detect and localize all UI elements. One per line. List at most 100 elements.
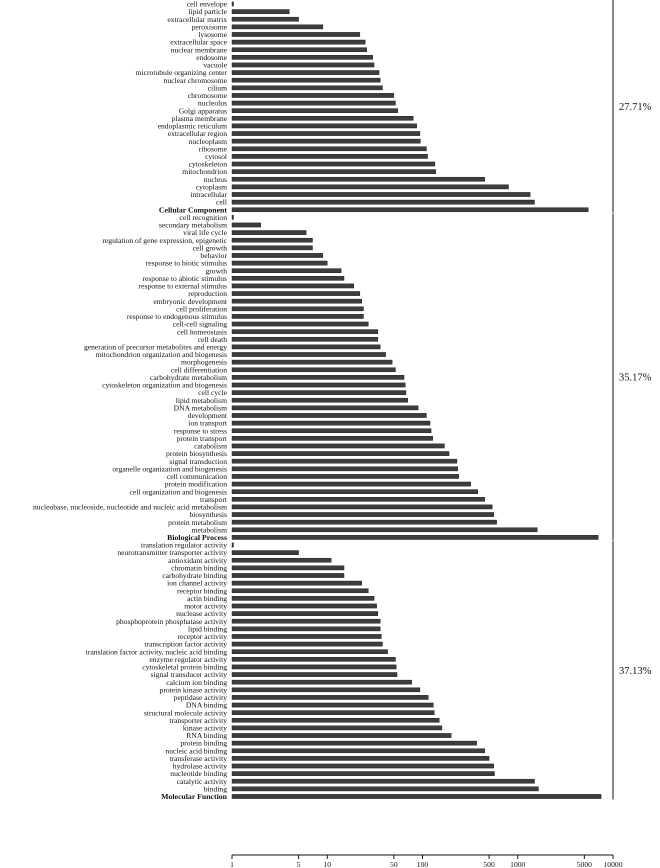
category-label: protein binding	[180, 739, 227, 748]
category-label: lysosome	[198, 30, 227, 39]
category-label: morphogenesis	[181, 358, 227, 367]
category-label: chromatin binding	[171, 563, 227, 572]
category-label: cell differentiation	[171, 365, 227, 374]
category-label: binding	[204, 784, 227, 793]
bar	[231, 276, 345, 281]
category-label: kinase activity	[183, 724, 227, 733]
category-label: carbohydrate metabolism	[150, 373, 227, 382]
category-label: cell growth	[193, 243, 228, 252]
category-label: signal transducer activity	[151, 670, 228, 679]
bar	[231, 664, 397, 670]
bar	[231, 260, 328, 266]
category-label: intracellular	[190, 190, 227, 199]
bar	[231, 748, 485, 754]
category-label: response to biotic stimulus	[146, 259, 227, 268]
category-label: neurotransmitter transporter activity	[117, 548, 227, 557]
category-label: carbohydrate binding	[162, 571, 227, 580]
category-label: development	[188, 411, 228, 420]
category-label: motor activity	[184, 602, 227, 611]
category-label: biosynthesis	[189, 510, 227, 519]
bar	[231, 497, 485, 502]
bar	[231, 740, 477, 746]
bar	[231, 131, 421, 136]
bar	[231, 47, 367, 53]
bar	[231, 390, 407, 395]
x-tick-label: 50	[390, 860, 398, 868]
bar	[231, 70, 380, 75]
bar	[231, 108, 398, 113]
category-label: transferase activity	[169, 754, 227, 763]
category-label: nucleobase, nucleoside, nucleotide and n…	[33, 503, 227, 512]
category-label: nucleoplasm	[189, 137, 227, 146]
bar	[231, 451, 450, 456]
category-label: cell death	[198, 335, 228, 344]
bar	[231, 557, 332, 563]
category-label: metabolism	[192, 525, 228, 534]
group-label: Biological Process	[167, 533, 227, 542]
bar	[231, 9, 290, 14]
bar	[231, 672, 398, 677]
category-label: organelle organization and biogenesis	[112, 464, 227, 473]
bar	[231, 428, 432, 434]
x-tick-label: 500	[483, 860, 495, 868]
category-label: ribosome	[199, 144, 228, 153]
bar	[231, 85, 383, 91]
x-axis: 1 5 10 50 100 500 1000 5000 10000	[230, 854, 623, 868]
bar	[231, 641, 383, 647]
category-label: peroxisome	[192, 22, 228, 31]
category-label: nucleolus	[198, 99, 227, 108]
category-label: microtubule organizing center	[136, 68, 228, 77]
group-total-bar	[231, 207, 589, 213]
bar	[231, 710, 435, 715]
bar	[231, 24, 324, 30]
category-label: mitochondrion organization and biogenesi…	[96, 350, 227, 359]
category-label: transporter activity	[169, 716, 227, 725]
category-label: extracellular space	[170, 38, 227, 47]
category-label: response to external stimulus	[139, 282, 227, 291]
group-label: Cellular Component	[159, 205, 227, 214]
bar	[231, 55, 373, 60]
category-label: secondary metabolism	[159, 221, 227, 230]
category-label: antioxidant activity	[168, 556, 227, 565]
bar	[231, 573, 345, 578]
category-label: lipid binding	[188, 624, 227, 633]
bar	[231, 717, 440, 723]
category-label: cell recognition	[180, 213, 228, 222]
bar	[231, 626, 381, 632]
category-label: chromosome	[188, 91, 228, 100]
category-label: nucleic acid binding	[165, 746, 227, 755]
category-label: response to endogenous stimulus	[127, 312, 227, 321]
bar	[231, 397, 408, 403]
bar	[231, 375, 405, 380]
category-label: actin binding	[187, 594, 227, 603]
bar	[231, 657, 396, 662]
category-label: protein biosynthesis	[166, 449, 227, 458]
category-label: signal transduction	[169, 457, 227, 466]
category-label: transcription factor activity	[144, 640, 227, 649]
category-label: cell envelope	[187, 0, 228, 9]
category-label: nuclear chromosome	[164, 76, 228, 85]
bar	[231, 771, 495, 776]
category-label: protein metabolism	[168, 518, 227, 527]
x-tick-label: 5	[297, 860, 301, 868]
category-label: translation regulator activity	[141, 541, 227, 550]
category-label: cell cycle	[198, 388, 228, 397]
bar	[231, 436, 433, 441]
bar	[231, 679, 412, 685]
bar	[231, 291, 361, 296]
category-label: structural molecule activity	[144, 708, 227, 717]
category-label: cytoskeletal protein binding	[142, 663, 227, 672]
category-label: calcium ion binding	[166, 678, 227, 687]
bar	[231, 474, 459, 479]
bar	[231, 420, 431, 426]
category-label: cell	[216, 198, 227, 207]
category-label: receptor activity	[177, 632, 227, 641]
category-label: nuclear membrane	[171, 45, 228, 54]
bar	[231, 344, 381, 350]
category-label: ion transport	[188, 419, 227, 428]
group-total-bar	[231, 535, 599, 540]
bar	[231, 115, 414, 121]
bar	[231, 161, 436, 167]
